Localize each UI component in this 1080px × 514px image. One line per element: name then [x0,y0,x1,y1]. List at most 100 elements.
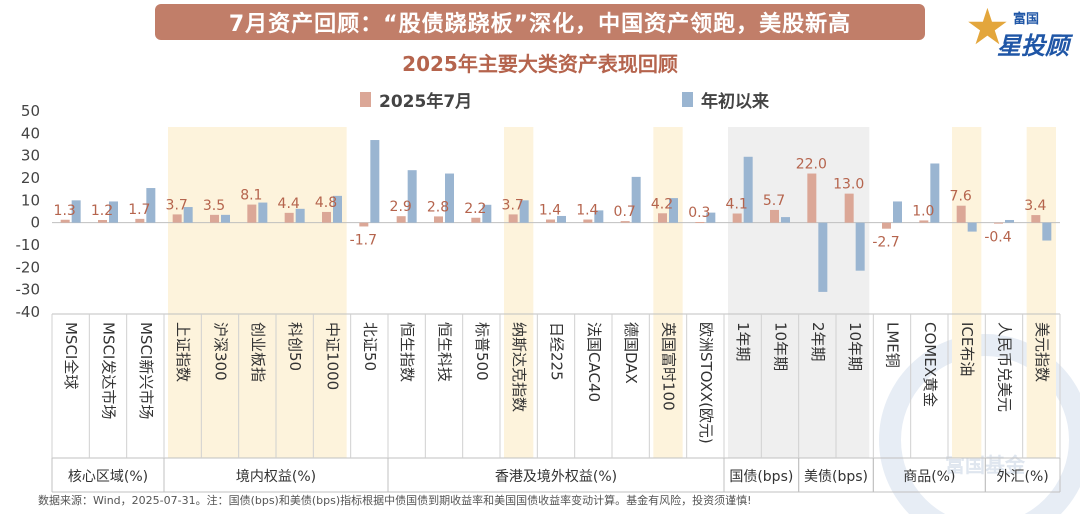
bar-series-1 [471,217,481,223]
y-tick-label: -30 [16,281,41,299]
data-label: 2.9 [390,199,412,215]
highlight-band [168,127,347,458]
brand-logo: ★ 富国 星投顾 [965,2,1075,60]
bar-series-2 [295,208,305,223]
category-label: 科创50 [286,322,304,371]
category-label: 欧洲STOXX(欧元) [697,322,715,444]
bar-series-1 [396,216,406,223]
category-label: LME铜 [884,322,902,368]
bar-series-1 [322,211,331,223]
group-label: 美债(bps) [804,469,868,485]
bar-series-1 [919,220,929,223]
bar-series-2 [519,200,529,223]
y-tick-label: -10 [16,236,41,254]
category-label: 美元指数 [1033,322,1051,382]
category-label: 10年期 [772,322,790,371]
data-label: 1.0 [912,203,934,219]
bar-series-1 [60,219,70,223]
category-label: 沪深300 [212,322,230,381]
data-label: 4.1 [726,197,748,213]
logo-big-text: 星投顾 [997,32,1069,60]
highlight-band [653,127,683,458]
bar-series-1 [546,219,555,223]
category-label: 创业板指 [249,322,267,382]
category-label: 上证指数 [174,322,192,382]
bar-series-1 [695,221,705,223]
bar-series-1 [508,214,518,223]
bar-series-2 [183,207,193,223]
category-label: MSCI全球 [62,322,80,389]
legend-series-1: 2025年7月 [360,88,472,112]
category-label: MSCI新兴市场 [137,322,155,419]
category-label: 1年期 [734,322,752,362]
bar-series-2 [1005,219,1014,223]
category-label: MSCI发达市场 [100,322,118,419]
bar-series-1 [732,213,742,223]
bar-series-2 [109,201,118,223]
category-label: 纳斯达克指数 [510,322,528,412]
group-label: 外汇(%) [997,469,1049,485]
category-label: 法国CAC40 [585,322,603,402]
y-tick-label: 20 [21,169,40,187]
bar-series-1 [172,214,182,223]
bar-series-2 [706,212,716,223]
category-label: 标普500 [473,322,491,381]
y-tick-label: 10 [21,191,40,209]
bar-series-1 [882,222,891,229]
category-label: 北证50 [361,322,379,371]
data-label: -0.4 [984,230,1011,246]
data-label: 1.4 [539,203,561,219]
category-label: 人民币兑美元 [996,322,1014,412]
bar-series-1 [98,219,107,223]
bar-series-2 [1042,222,1052,241]
bar-series-1 [994,222,1003,224]
data-label: 3.7 [166,197,188,213]
bar-series-2 [893,201,902,223]
bar-series-1 [583,219,593,223]
bar-series-2 [333,195,342,223]
bar-series-2 [146,188,156,223]
y-tick-label: 0 [30,214,40,232]
bar-series-2 [594,210,604,223]
bar-series-1 [284,212,294,223]
y-tick-label: 50 [21,102,40,120]
bar-series-2 [669,198,678,223]
highlight-band [1026,127,1056,458]
highlight-band [952,127,982,458]
data-label: 0.7 [614,204,636,220]
bar-series-2 [258,202,268,223]
y-tick-label: 40 [21,124,40,142]
category-label: 10年期 [846,322,864,371]
group-label: 境内权益(%) [236,469,316,485]
legend-series-2: 年初以来 [682,88,769,112]
data-label: 3.4 [1024,198,1046,214]
bar-series-2 [781,217,790,223]
bar-series-1 [135,218,145,223]
bar-series-1 [620,221,630,223]
bar-series-2 [221,214,230,223]
bar-series-2 [370,140,380,223]
bar-series-2 [743,156,753,223]
category-label: 日经225 [548,322,566,381]
bar-series-1 [247,204,257,223]
bar-series-1 [844,193,854,223]
data-label: 7.6 [950,189,972,205]
data-label: 1.7 [128,202,150,218]
logo-small-text: 富国 [1013,12,1040,27]
bar-series-1 [1031,215,1041,223]
data-label: -2.7 [872,235,899,251]
bar-series-2 [407,170,417,223]
bar-series-2 [482,204,492,223]
y-tick-label: -40 [16,303,41,321]
category-label: 2年期 [809,322,827,362]
bar-series-1 [956,205,966,223]
bar-series-1 [658,213,667,223]
chart-subtitle: 2025年主要大类资产表现回顾 [402,52,678,76]
data-label: 8.1 [240,188,262,204]
bar-series-1 [770,209,779,223]
group-label: 商品(%) [903,469,955,485]
bar-series-2 [967,222,977,232]
group-label: 核心区域(%) [68,469,148,485]
group-label: 国债(bps) [729,469,793,485]
